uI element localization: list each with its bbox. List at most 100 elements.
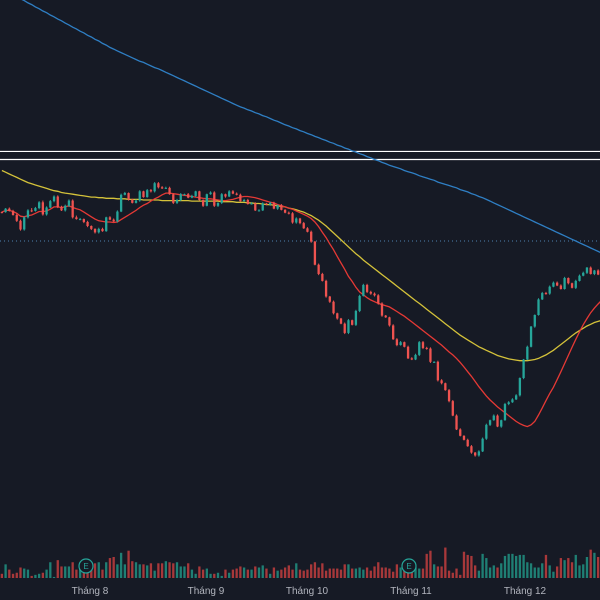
volume-bar [64,566,67,578]
volume-bar [30,575,33,578]
candle-body [492,415,495,421]
volume-bar [246,569,249,578]
candle-body [537,299,540,316]
volume-bar [421,568,425,578]
volume-bar [533,567,536,578]
candle-body [317,264,320,274]
candle-body [190,195,194,198]
volume-bar [131,561,134,578]
volume-bar [414,567,417,578]
candle-body [276,205,279,209]
candle-body [585,267,589,273]
candle-body [313,241,317,265]
candle-body [593,270,596,274]
volume-bar [49,562,52,578]
volume-bar [112,557,115,578]
volume-bar [15,572,18,578]
candle-body [265,203,268,205]
volume-bar [149,563,153,578]
candle-body [339,318,343,324]
candle-body [388,317,391,326]
volume-bar [339,569,343,578]
candle-body [399,342,402,346]
volume-bar [164,561,167,578]
volume-bar [347,564,350,578]
volume-bar [377,562,380,578]
candle-body [11,210,15,216]
volume-bar [4,564,7,578]
earnings-marker-circle[interactable] [401,558,417,574]
earnings-marker-circle[interactable] [78,558,94,574]
x-tick-label: Tháng 10 [286,586,329,597]
candle-body [392,325,395,340]
volume-bar [213,573,216,578]
candle-body [246,199,249,205]
candle-body [440,380,443,384]
candle-body [347,320,350,333]
ma-long-line [21,0,600,254]
volume-bar [496,567,499,578]
volume-bar [302,570,305,578]
x-tick-label: Tháng 9 [188,586,225,597]
volume-bar [190,569,194,578]
candle-body [343,323,346,333]
candle-body [291,213,294,223]
volume-bar [433,564,436,578]
volume-bar [231,569,235,578]
candle-body [30,210,33,212]
candle-body [455,415,458,430]
volume-bar [447,570,451,578]
volume-bar [56,560,59,578]
volume-bar [567,558,570,578]
volume-bar [93,563,97,578]
volume-bar [559,558,563,578]
x-tick-label: Tháng 12 [504,586,547,597]
volume-bar [477,570,481,578]
candle-body [228,191,231,197]
candle-body [168,187,171,195]
candle-body [526,346,529,360]
volume-bar [455,568,458,578]
candle-body [514,395,518,400]
candle-body [574,280,577,288]
volume-bar [228,572,231,578]
candle-body [447,390,451,402]
candle-body [23,217,26,230]
candle-body [470,446,473,453]
volume-bar [403,567,406,578]
volume-bar [90,569,93,578]
volume-bar [582,564,585,578]
earnings-markers: E E [78,558,417,574]
candle-body [429,348,432,362]
candle-body [49,201,52,208]
candle-body [224,194,227,197]
volume-bar [41,572,45,578]
candle-body [119,194,123,212]
candle-body [138,191,141,201]
candle-body [406,346,410,359]
volume-bar [492,565,495,578]
volume-bar [392,571,395,578]
candle-body [269,202,272,205]
volume-bar [23,568,26,578]
candle-body [555,282,559,286]
volume-bar [399,567,402,578]
candle-body [15,215,18,221]
volume-bar [127,550,130,578]
candle-body [239,194,242,202]
candle-body [414,354,417,360]
candle-body [503,404,507,421]
candle-body [462,435,466,440]
volume-bar [470,555,473,578]
volume-bar [209,573,212,578]
earnings-marker[interactable]: E [78,558,94,574]
earnings-marker[interactable]: E [401,558,417,574]
candle-body [235,193,238,195]
volume-bar [254,566,257,578]
ma-fast-line [1,192,600,428]
candle-body [578,275,581,281]
volume-bar [11,573,15,578]
volume-bar [518,554,522,578]
